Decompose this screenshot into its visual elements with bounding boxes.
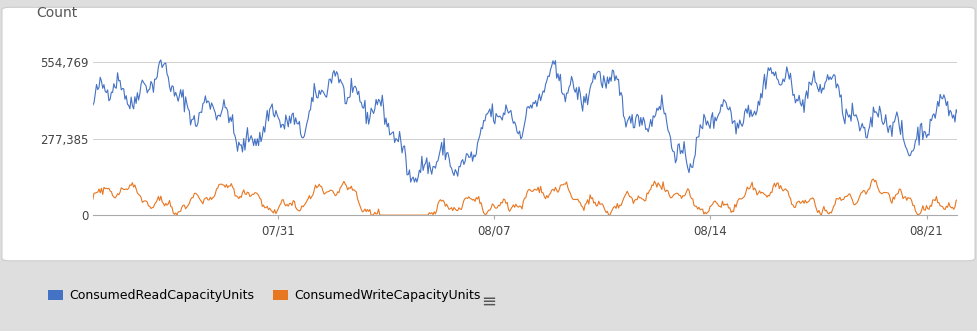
Legend: ConsumedReadCapacityUnits, ConsumedWriteCapacityUnits: ConsumedReadCapacityUnits, ConsumedWrite… [43, 284, 486, 307]
FancyBboxPatch shape [2, 7, 975, 261]
Text: Count: Count [36, 6, 78, 20]
Text: ≡: ≡ [481, 292, 496, 310]
